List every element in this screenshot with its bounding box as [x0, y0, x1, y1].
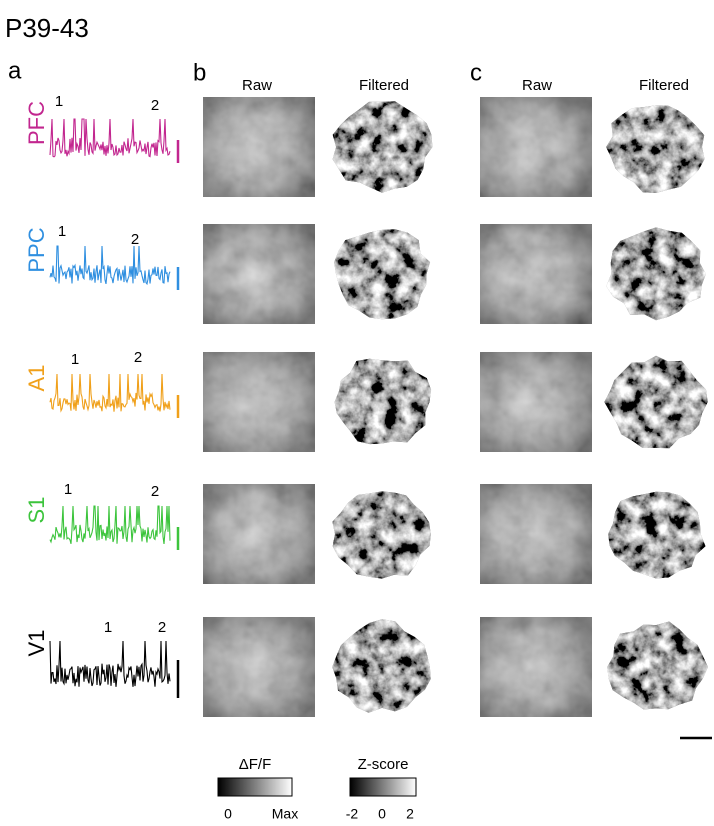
raw-texture: [480, 97, 592, 197]
column-header: Raw: [242, 77, 272, 94]
colorbar-tick-label: 0: [378, 806, 386, 822]
trace-label: V1: [24, 630, 49, 657]
event-marker: 1: [71, 351, 79, 368]
filtered-texture: [326, 224, 438, 324]
colorbar-title: ΔF/F: [239, 756, 272, 773]
filtered-texture: [326, 484, 438, 584]
raw-texture: [203, 484, 315, 584]
event-marker: 1: [58, 223, 66, 240]
trace-label: S1: [24, 497, 49, 524]
filtered-texture: [600, 484, 712, 584]
event-marker: 2: [131, 231, 139, 248]
colorbar-tick-label: Max: [272, 806, 298, 822]
trace: [50, 641, 170, 687]
colorbar-tick-label: 0: [224, 806, 232, 822]
filtered-texture: [326, 617, 438, 717]
figure-title: P39-43: [5, 13, 89, 43]
filtered-texture: [600, 352, 712, 452]
trace-label: PPC: [24, 227, 49, 272]
event-marker: 1: [104, 619, 112, 636]
column-header: Filtered: [359, 77, 409, 94]
event-marker: 2: [151, 483, 159, 500]
trace-label: A1: [24, 365, 49, 392]
filtered-texture: [600, 617, 712, 717]
event-marker: 2: [134, 349, 142, 366]
filtered-texture: [326, 352, 438, 452]
panel-label: b: [193, 59, 206, 86]
raw-texture: [480, 484, 592, 584]
filtered-texture: [600, 224, 712, 324]
raw-texture: [203, 352, 315, 452]
panel-label: a: [8, 57, 22, 84]
raw-texture: [203, 97, 315, 197]
trace: [50, 119, 170, 157]
trace-label: PFC: [24, 101, 49, 145]
event-marker: 1: [64, 481, 72, 498]
event-marker: 2: [158, 619, 166, 636]
colorbar: [350, 778, 416, 796]
panel-label: c: [470, 59, 482, 86]
trace: [50, 506, 170, 544]
colorbar: [218, 778, 292, 796]
event-marker: 2: [151, 97, 159, 114]
colorbar-tick-label: -2: [346, 806, 359, 822]
filtered-texture: [600, 97, 712, 197]
filtered-texture: [326, 97, 438, 197]
raw-texture: [480, 224, 592, 324]
trace: [50, 246, 170, 284]
event-marker: 1: [55, 93, 63, 110]
colorbar-title: Z-score: [358, 756, 409, 773]
raw-texture: [480, 352, 592, 452]
raw-texture: [203, 617, 315, 717]
column-header: Filtered: [639, 77, 689, 94]
trace: [50, 374, 170, 412]
figure: P39-43 a b c Raw Filtered Raw Filtered P…: [0, 0, 714, 826]
colorbar-tick-label: 2: [406, 806, 414, 822]
raw-texture: [480, 617, 592, 717]
column-header: Raw: [522, 77, 552, 94]
raw-texture: [203, 224, 315, 324]
